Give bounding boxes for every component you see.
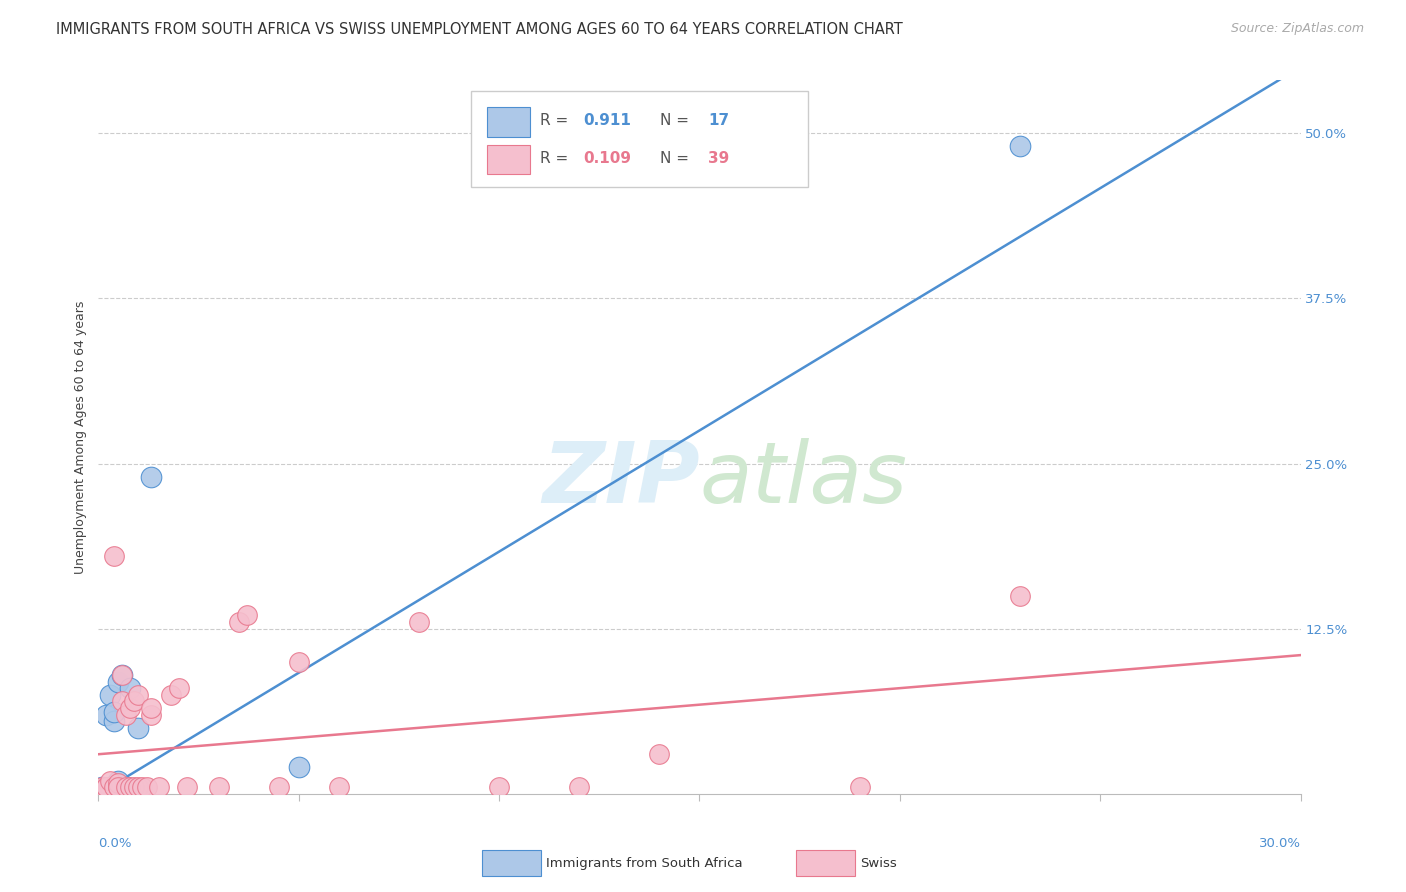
- Point: [139, 707, 162, 722]
- Text: R =: R =: [540, 112, 572, 128]
- Point: [208, 780, 231, 795]
- Point: [128, 721, 150, 735]
- Text: N =: N =: [659, 112, 693, 128]
- Point: [100, 773, 122, 788]
- Text: N =: N =: [659, 151, 693, 166]
- Point: [115, 780, 138, 795]
- Point: [103, 549, 125, 563]
- Point: [124, 694, 146, 708]
- Point: [849, 780, 872, 795]
- FancyBboxPatch shape: [486, 107, 530, 136]
- Text: 0.109: 0.109: [583, 151, 631, 166]
- Point: [267, 780, 290, 795]
- Point: [328, 780, 350, 795]
- Point: [115, 707, 138, 722]
- Text: atlas: atlas: [699, 438, 907, 522]
- Point: [148, 780, 170, 795]
- Text: Source: ZipAtlas.com: Source: ZipAtlas.com: [1230, 22, 1364, 36]
- Point: [107, 773, 129, 788]
- Point: [1010, 589, 1032, 603]
- Text: ZIP: ZIP: [541, 438, 699, 522]
- Text: 30.0%: 30.0%: [1258, 837, 1301, 850]
- Point: [167, 681, 190, 695]
- Point: [139, 701, 162, 715]
- Point: [120, 701, 142, 715]
- Point: [135, 780, 157, 795]
- Point: [228, 615, 250, 629]
- FancyBboxPatch shape: [471, 91, 807, 187]
- Point: [111, 694, 134, 708]
- Text: 39: 39: [707, 151, 730, 166]
- Point: [100, 780, 122, 795]
- Point: [107, 780, 129, 795]
- Text: Swiss: Swiss: [860, 857, 897, 870]
- Point: [107, 776, 129, 790]
- Point: [139, 469, 162, 483]
- Point: [648, 747, 671, 762]
- Point: [235, 608, 257, 623]
- Point: [128, 780, 150, 795]
- Text: 17: 17: [707, 112, 730, 128]
- Point: [107, 780, 129, 795]
- Point: [96, 780, 118, 795]
- Point: [1010, 139, 1032, 153]
- Point: [288, 655, 311, 669]
- Point: [103, 705, 125, 719]
- Point: [96, 780, 118, 795]
- Point: [128, 688, 150, 702]
- Text: 0.0%: 0.0%: [98, 837, 132, 850]
- Point: [91, 780, 114, 795]
- Point: [96, 707, 118, 722]
- Point: [115, 780, 138, 795]
- Point: [111, 668, 134, 682]
- Point: [120, 681, 142, 695]
- Point: [107, 674, 129, 689]
- Text: Immigrants from South Africa: Immigrants from South Africa: [546, 857, 742, 870]
- Point: [124, 780, 146, 795]
- Point: [488, 780, 510, 795]
- Point: [131, 780, 153, 795]
- Point: [176, 780, 198, 795]
- Point: [107, 780, 129, 795]
- Point: [408, 615, 430, 629]
- Point: [91, 780, 114, 795]
- Point: [103, 714, 125, 729]
- Point: [111, 668, 134, 682]
- FancyBboxPatch shape: [486, 145, 530, 175]
- Point: [568, 780, 591, 795]
- Text: IMMIGRANTS FROM SOUTH AFRICA VS SWISS UNEMPLOYMENT AMONG AGES 60 TO 64 YEARS COR: IMMIGRANTS FROM SOUTH AFRICA VS SWISS UN…: [56, 22, 903, 37]
- Text: R =: R =: [540, 151, 572, 166]
- Text: 0.911: 0.911: [583, 112, 631, 128]
- Point: [100, 688, 122, 702]
- Point: [120, 780, 142, 795]
- Point: [103, 780, 125, 795]
- Y-axis label: Unemployment Among Ages 60 to 64 years: Unemployment Among Ages 60 to 64 years: [75, 301, 87, 574]
- Point: [115, 780, 138, 795]
- Point: [288, 760, 311, 774]
- Point: [159, 688, 181, 702]
